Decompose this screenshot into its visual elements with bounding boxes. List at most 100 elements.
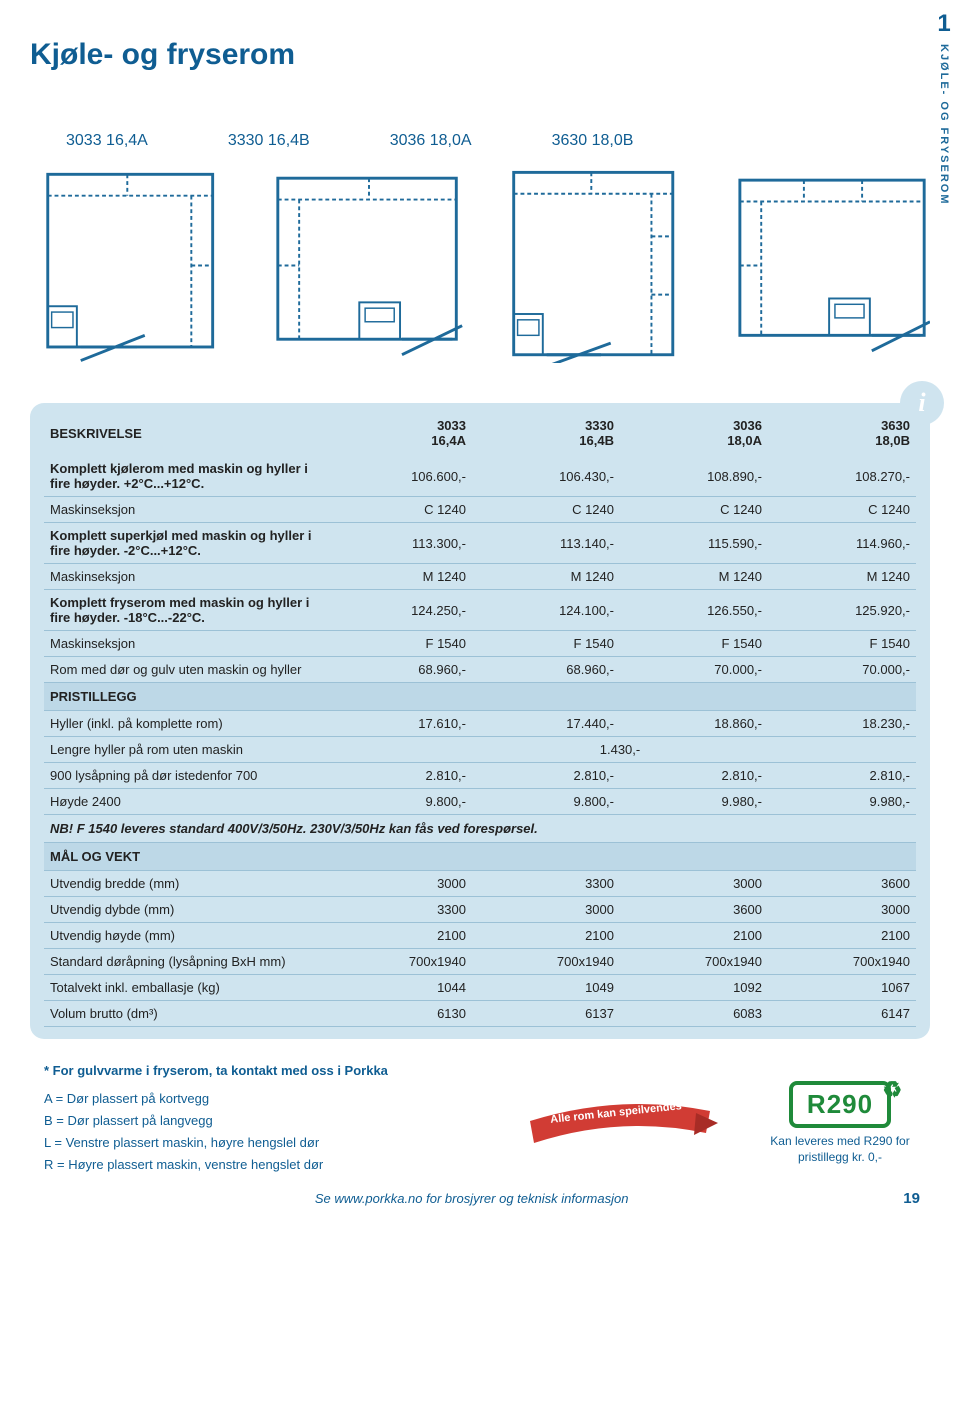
cell: 115.590,- bbox=[620, 523, 768, 564]
cell: 9.800,- bbox=[472, 789, 620, 815]
cell: 124.250,- bbox=[324, 590, 472, 631]
cell: 1.430,- bbox=[324, 737, 916, 763]
cell: 113.140,- bbox=[472, 523, 620, 564]
cell: 3000 bbox=[620, 871, 768, 897]
col-head: 3036 18,0A bbox=[620, 413, 768, 456]
floorplan-3036 bbox=[504, 168, 698, 363]
model-label: 3330 16,4B bbox=[228, 132, 310, 150]
cell: 18.860,- bbox=[620, 711, 768, 737]
table-row: Hyller (inkl. på komplette rom)17.610,-1… bbox=[44, 711, 916, 737]
table-row: Rom med dør og gulv uten maskin og hylle… bbox=[44, 657, 916, 683]
cell: M 1240 bbox=[324, 564, 472, 590]
cell: 124.100,- bbox=[472, 590, 620, 631]
cell: C 1240 bbox=[324, 497, 472, 523]
r290-badge-block: R290 ♻ Kan leveres med R290 for pristill… bbox=[750, 1081, 930, 1165]
cell: 1067 bbox=[768, 975, 916, 1001]
cell: 6137 bbox=[472, 1001, 620, 1027]
footer-link: Se www.porkka.no for brosjyrer og teknis… bbox=[315, 1191, 629, 1206]
table-row: Standard døråpning (lysåpning BxH mm)700… bbox=[44, 949, 916, 975]
cell: 1092 bbox=[620, 975, 768, 1001]
cell: 2100 bbox=[768, 923, 916, 949]
model-label: 3033 16,4A bbox=[66, 132, 148, 150]
cell: 70.000,- bbox=[768, 657, 916, 683]
model-label: 3630 18,0B bbox=[552, 132, 634, 150]
info-icon: i bbox=[900, 381, 944, 425]
chapter-number: 1 bbox=[928, 10, 960, 38]
footnote-block: * For gulvvarme i fryserom, ta kontakt m… bbox=[44, 1063, 450, 1176]
cell: Volum brutto (dm³) bbox=[44, 1001, 324, 1027]
floorplan-diagrams bbox=[40, 168, 930, 363]
cell: 700x1940 bbox=[324, 949, 472, 975]
cell: Standard døråpning (lysåpning BxH mm) bbox=[44, 949, 324, 975]
cell: 2100 bbox=[620, 923, 768, 949]
table-row: MaskinseksjonC 1240C 1240C 1240C 1240 bbox=[44, 497, 916, 523]
cell: Høyde 2400 bbox=[44, 789, 324, 815]
cell: Maskinseksjon bbox=[44, 564, 324, 590]
cell: 70.000,- bbox=[620, 657, 768, 683]
table-row: Høyde 24009.800,-9.800,-9.980,-9.980,- bbox=[44, 789, 916, 815]
cell: 113.300,- bbox=[324, 523, 472, 564]
cell: 106.430,- bbox=[472, 456, 620, 497]
cell: 125.920,- bbox=[768, 590, 916, 631]
floorplan-3330 bbox=[272, 168, 466, 363]
cell: 1049 bbox=[472, 975, 620, 1001]
page-title: Kjøle- og fryserom bbox=[30, 38, 930, 72]
col-head: 3630 18,0B bbox=[768, 413, 916, 456]
cell: Utvendig dybde (mm) bbox=[44, 897, 324, 923]
page-number: 19 bbox=[903, 1190, 920, 1207]
table-row: MaskinseksjonM 1240M 1240M 1240M 1240 bbox=[44, 564, 916, 590]
table-row: Utvendig dybde (mm)3300300036003000 bbox=[44, 897, 916, 923]
cell: Utvendig bredde (mm) bbox=[44, 871, 324, 897]
table-note: NB! F 1540 leveres standard 400V/3/50Hz.… bbox=[44, 815, 916, 843]
spec-table-panel: i BESKRIVELSE 3033 16,4A 3330 16,4B 3036… bbox=[30, 403, 930, 1039]
chapter-title-vertical: KJØLE- OG FRYSEROM bbox=[938, 44, 950, 206]
cell: 2.810,- bbox=[472, 763, 620, 789]
cell: Komplett fryserom med maskin og hyller i… bbox=[44, 590, 324, 631]
chapter-side-tab: 1 KJØLE- OG FRYSEROM bbox=[928, 10, 960, 206]
cell: 3000 bbox=[324, 871, 472, 897]
cell: 108.270,- bbox=[768, 456, 916, 497]
mirror-ribbon: Alle rom kan speilvendes bbox=[520, 1093, 720, 1153]
cell: 17.440,- bbox=[472, 711, 620, 737]
cell: Hyller (inkl. på komplette rom) bbox=[44, 711, 324, 737]
cell: 6083 bbox=[620, 1001, 768, 1027]
cell: 18.230,- bbox=[768, 711, 916, 737]
cell: F 1540 bbox=[472, 631, 620, 657]
footnote-head: * For gulvvarme i fryserom, ta kontakt m… bbox=[44, 1063, 450, 1078]
cell: M 1240 bbox=[768, 564, 916, 590]
cell: M 1240 bbox=[472, 564, 620, 590]
table-row: 900 lysåpning på dør istedenfor 700 2.810… bbox=[44, 763, 916, 789]
cell: 106.600,- bbox=[324, 456, 472, 497]
cell: 3300 bbox=[324, 897, 472, 923]
cell: 700x1940 bbox=[620, 949, 768, 975]
cell: 6130 bbox=[324, 1001, 472, 1027]
cell: 68.960,- bbox=[472, 657, 620, 683]
cell: F 1540 bbox=[620, 631, 768, 657]
r290-label: R290 ♻ bbox=[789, 1081, 891, 1128]
cell: 1044 bbox=[324, 975, 472, 1001]
cell: 900 lysåpning på dør istedenfor 700 bbox=[44, 763, 324, 789]
cell: Komplett kjølerom med maskin og hyller i… bbox=[44, 456, 324, 497]
cell: Totalvekt inkl. emballasje (kg) bbox=[44, 975, 324, 1001]
cell: 3600 bbox=[768, 871, 916, 897]
table-row: Totalvekt inkl. emballasje (kg)104410491… bbox=[44, 975, 916, 1001]
cell: 68.960,- bbox=[324, 657, 472, 683]
cell: Komplett superkjøl med maskin og hyller … bbox=[44, 523, 324, 564]
cell: 108.890,- bbox=[620, 456, 768, 497]
cell: Utvendig høyde (mm) bbox=[44, 923, 324, 949]
floorplan-3630 bbox=[736, 168, 930, 363]
cell: 700x1940 bbox=[768, 949, 916, 975]
col-head: BESKRIVELSE bbox=[44, 413, 324, 456]
legend-line: A = Dør plassert på kortvegg bbox=[44, 1088, 450, 1110]
cell: 9.980,- bbox=[620, 789, 768, 815]
table-row: Utvendig høyde (mm)2100210021002100 bbox=[44, 923, 916, 949]
cell: F 1540 bbox=[324, 631, 472, 657]
model-labels-row: 3033 16,4A 3330 16,4B 3036 18,0A 3630 18… bbox=[66, 132, 930, 150]
recycle-icon: ♻ bbox=[882, 1077, 903, 1103]
table-row: Volum brutto (dm³)6130613760836147 bbox=[44, 1001, 916, 1027]
cell: Maskinseksjon bbox=[44, 497, 324, 523]
cell: 9.800,- bbox=[324, 789, 472, 815]
cell: Maskinseksjon bbox=[44, 631, 324, 657]
r290-subtitle: Kan leveres med R290 for pristillegg kr.… bbox=[750, 1134, 930, 1165]
cell: 3300 bbox=[472, 871, 620, 897]
